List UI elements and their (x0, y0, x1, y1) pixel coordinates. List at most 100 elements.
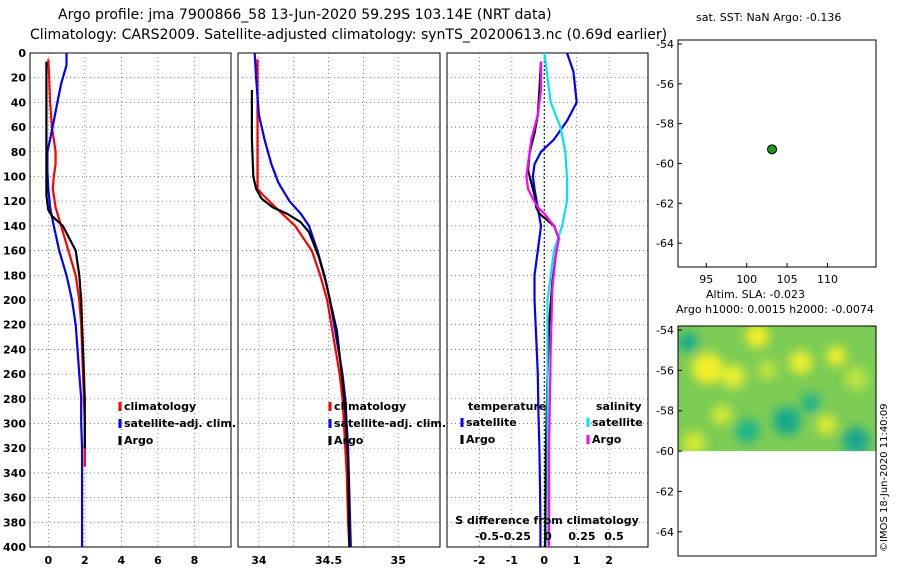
series-line-climatology (256, 59, 351, 548)
difference-sal-legend-label: satellite (592, 416, 643, 429)
depth-tick-label: 60 (11, 121, 27, 134)
x-tick-label: 34.5 (315, 554, 342, 567)
sla-anomaly-blob (842, 427, 871, 452)
salinity-frame (237, 52, 441, 548)
series-line-salinity-satellite (543, 52, 569, 547)
depth-tick-label: 80 (11, 146, 27, 159)
argo-location-marker (767, 144, 778, 155)
salinity-legend-label: climatology (334, 400, 406, 413)
series-line-salinity-argo (525, 61, 560, 547)
x-tick-label: 34 (251, 554, 267, 567)
s-tick-label: -0.5 (475, 530, 499, 543)
series-line-temperature-argo (526, 61, 560, 548)
difference-temp-legend-label: Argo (466, 433, 496, 446)
depth-tick-label: 220 (3, 319, 26, 332)
lat-tick-label: -64 (656, 237, 674, 250)
sla-anomaly-blob (735, 419, 760, 443)
altimetry-anomalies (678, 326, 871, 452)
lat-tick-label: -54 (656, 324, 674, 337)
s-tick-label: 0.5 (604, 530, 624, 543)
depth-tick-label: 360 (3, 492, 26, 505)
lat-tick-label: -62 (656, 485, 674, 498)
sla-anomaly-blob (745, 326, 770, 348)
sla-anomaly-blob (800, 392, 821, 413)
panel-difference: -2 -1 0 1 2 temperature salinity satellite Argo s… (446, 52, 649, 567)
temperature-legend-label: satellite-adj. clim. (124, 417, 236, 430)
depth-tick-label: 180 (3, 269, 26, 282)
salinity-legend-label: satellite-adj. clim. (334, 417, 446, 430)
series-line-satellite-adj-clim- (46, 53, 84, 547)
sla-anomaly-blob (691, 352, 724, 385)
x-tick-label: 6 (154, 554, 162, 567)
s-tick-label: 0 (544, 530, 552, 543)
lon-tick-label: 95 (699, 273, 713, 286)
sla-anomaly-blob (773, 406, 801, 435)
depth-tick-label: 100 (3, 171, 26, 184)
legend-salinity-title: salinity (596, 400, 642, 413)
sla-anomaly-blob (721, 364, 746, 389)
depth-tick-label: 160 (3, 245, 26, 258)
depth-tick-label: 140 (3, 220, 26, 233)
lat-tick-label: -54 (656, 38, 674, 51)
lon-tick-label: 100 (736, 273, 757, 286)
sst-title: sat. SST: NaN Argo: -0.136 (696, 11, 842, 24)
sst-map-frame (677, 39, 877, 268)
lon-tick-label: 110 (817, 273, 838, 286)
sla-anomaly-blob (681, 431, 706, 452)
sla-anomaly-blob (816, 414, 837, 435)
x-tick-label: 2 (605, 554, 613, 567)
sla-anomaly-blob (678, 332, 698, 353)
panel-salinity: 34 34.5 35 climatology satellite-adj. clim. A… (237, 52, 446, 567)
depth-tick-label: 280 (3, 393, 26, 406)
lat-tick-label: -58 (656, 405, 674, 418)
depth-tick-label: 0 (18, 47, 26, 60)
depth-tick-label: 260 (3, 368, 26, 381)
sla-anomaly-blob (757, 360, 777, 381)
header-title-line2: Climatology: CARS2009. Satellite-adjuste… (30, 27, 668, 43)
series-line-argo (45, 61, 86, 449)
depth-tick-label: 400 (3, 541, 26, 554)
depth-tick-label: 120 (3, 195, 26, 208)
depth-tick-label: 340 (3, 467, 26, 480)
depth-tick-label: 40 (11, 96, 27, 109)
lon-tick-label: 105 (777, 273, 798, 286)
lat-tick-label: -56 (656, 364, 674, 377)
panel-temperature: 0204060801001201401601802002202402602803… (3, 47, 236, 567)
salinity-legend-label: Argo (334, 434, 364, 447)
series-line-temperature-satellite (531, 52, 578, 547)
x-tick-label: 1 (573, 554, 581, 567)
sla-anomaly-blob (788, 350, 813, 375)
salinity-difference-label: S difference from climatology (455, 514, 639, 527)
x-tick-label: 0 (540, 554, 548, 567)
depth-tick-label: 200 (3, 294, 26, 307)
altimetry-sla-title: Altim. SLA: -0.023 (706, 288, 806, 301)
credit-text: ©IMOS 18-Jun-2020 11:40:09 (879, 403, 890, 552)
sla-anomaly-blob (826, 346, 847, 367)
sla-anomaly-blob (844, 366, 869, 391)
depth-tick-label: 240 (3, 343, 26, 356)
x-tick-label: -1 (506, 554, 518, 567)
temperature-frame (29, 52, 232, 548)
temperature-legend-label: climatology (124, 400, 196, 413)
x-tick-label: 35 (391, 554, 406, 567)
difference-temp-legend-label: satellite (466, 416, 517, 429)
lat-tick-label: -62 (656, 197, 674, 210)
depth-tick-label: 380 (3, 516, 26, 529)
argo-height-title: Argo h1000: 0.0015 h2000: -0.0074 (676, 303, 874, 316)
x-tick-label: 0 (44, 554, 52, 567)
x-tick-label: 2 (81, 554, 89, 567)
lat-tick-label: -60 (656, 157, 674, 170)
difference-sal-legend-label: Argo (592, 433, 622, 446)
depth-tick-label: 320 (3, 442, 26, 455)
x-tick-label: 8 (191, 554, 199, 567)
s-tick-label: 0.25 (568, 530, 595, 543)
depth-tick-label: 300 (3, 418, 26, 431)
lat-tick-label: -64 (656, 526, 674, 539)
header-title-line1: Argo profile: jma 7900866_58 13-Jun-2020… (58, 7, 552, 23)
lat-tick-label: -56 (656, 78, 674, 91)
panel-altimetry-map: -54 -56 -58 -60 -62 -64 (656, 324, 877, 557)
temperature-legend-label: Argo (124, 434, 154, 447)
panel-sst-map: -54 -56 -58 -60 -62 -64 95 100 105 110 (656, 38, 877, 286)
s-tick-label: -0.25 (499, 530, 531, 543)
